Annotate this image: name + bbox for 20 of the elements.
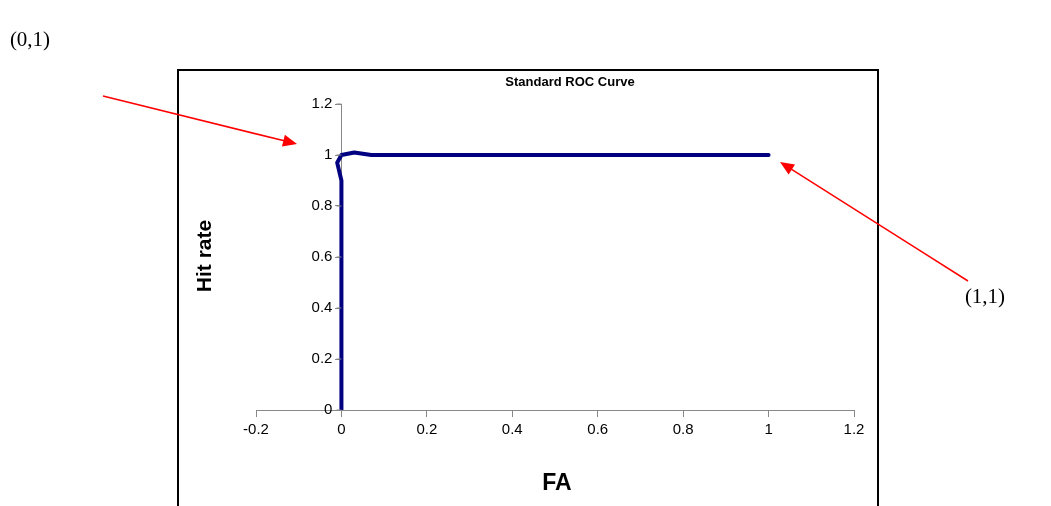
y-tick-label: 0.4 [311, 298, 333, 316]
y-tick-label: 0 [324, 400, 333, 418]
y-tick-label: 0.6 [311, 247, 333, 265]
x-tick-label: 0.8 [672, 420, 694, 438]
x-tick-label: -0.2 [243, 420, 269, 438]
y-tick-label: 0.8 [311, 196, 333, 214]
x-tick-label: 0.2 [416, 420, 438, 438]
chart-title: Standard ROC Curve [505, 74, 635, 89]
x-tick-label: 0.6 [587, 420, 609, 438]
x-tick-label: 0 [337, 420, 346, 438]
x-tick-label: 0.4 [501, 420, 523, 438]
y-tick-label: 1 [324, 145, 333, 163]
y-tick-label: 0.2 [311, 349, 333, 367]
y-axis-title: Hit rate [192, 219, 216, 293]
x-tick-label: 1 [764, 420, 773, 438]
x-tick-label: 1.2 [843, 420, 865, 438]
text: (0,1) [9, 26, 51, 51]
text: (1,1) [964, 283, 1006, 308]
x-axis-title: FA [542, 469, 572, 496]
y-tick-label: 1.2 [311, 94, 333, 112]
